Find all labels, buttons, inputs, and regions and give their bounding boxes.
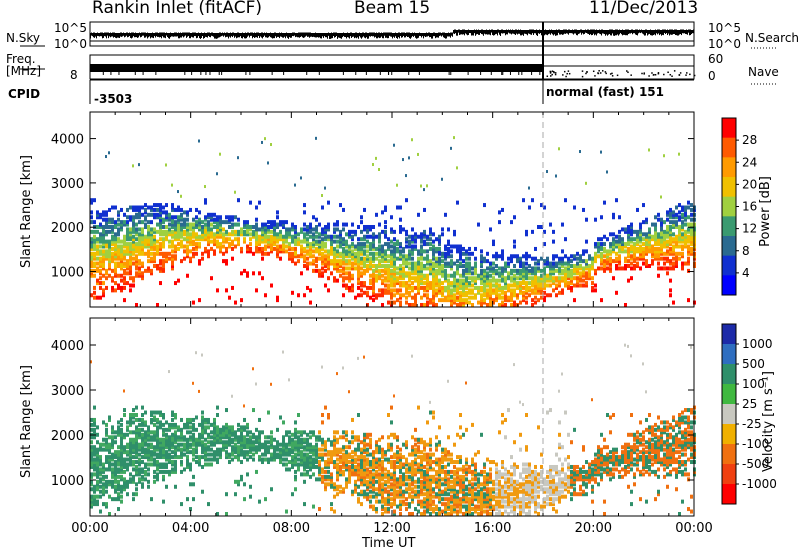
power-ytick-4000: 4000 [51,133,84,148]
freq-tick: 8 [70,68,78,82]
vel-colorbar-segment [722,384,736,405]
nsearch-tick-low: 10^0 [708,37,741,51]
power-colorbar-tick: 28 [742,133,757,147]
nsky-label: N.Sky [6,31,41,45]
vel-colorbar-segment [722,404,736,425]
vel-ytick-3000: 3000 [51,384,84,399]
vel-colorbar-segment [722,424,736,445]
vel-colorbar-tick: 25 [742,397,757,411]
power-colorbar-tick: 20 [742,177,757,191]
xtick-label: 16:00 [474,521,511,536]
vel-colorbar-tick: -1000 [742,477,777,491]
vel-colorbar-segment [722,444,736,465]
station-title: Rankin Inlet (fitACF) [92,0,263,18]
power-colorbar-segment [722,275,736,296]
cpid-label: CPID [8,87,41,101]
nsearch-label: N.Search [745,31,800,45]
power-ytick-1000: 1000 [51,266,84,281]
power-colorbar-segment [722,177,736,198]
power-colorbar-segment [722,196,736,217]
power-colorbar-tick: 12 [742,222,757,236]
xtick-label: 08:00 [273,521,310,536]
freq-unit-label: [MHz] [6,64,42,78]
power-colorbar-segment [722,118,736,139]
power-colorbar-tick: 8 [742,244,750,258]
vel-colorbar-segment [722,484,736,505]
power-colorbar-tick: 16 [742,200,757,214]
power-colorbar-segment [722,216,736,237]
power-ylabel: Slant Range [km] [18,155,34,268]
xaxis-label: Time UT [362,536,416,551]
vel-colorbar-segment [722,364,736,385]
power-colorbar-tick: 24 [742,155,757,169]
cpid-value-2: normal (fast) 151 [546,85,664,99]
vel-ytick-4000: 4000 [51,339,84,354]
vel-colorbar-frame [721,323,737,505]
xtick-label: 12:00 [373,521,410,536]
nsky-tick-low: 10^0 [54,37,87,51]
nave-label: Nave [748,65,779,79]
cpid-value-1: -3503 [94,92,133,106]
nsearch-tick-high: 10^5 [708,21,741,35]
power-colorbar-segment [722,236,736,257]
power-colorbar-label: Power [dB] [757,176,773,247]
xtick-label: 04:00 [172,521,209,536]
power-colorbar-tick: 4 [742,266,750,280]
vel-colorbar-tick: -100 [742,437,769,451]
beam-title: Beam 15 [354,0,431,18]
freq-label: Freq. [6,52,36,66]
nave-tick-high: 60 [708,52,724,66]
vel-colorbar-tick: 100 [742,377,765,391]
power-ytick-2000: 2000 [51,221,84,236]
vel-colorbar-segment [722,324,736,345]
vel-colorbar-segment [722,464,736,485]
vel-colorbar-tick: 500 [742,357,765,371]
freq-trace [90,64,543,72]
vel-ytick-2000: 2000 [51,429,84,444]
vel-ytick-1000: 1000 [51,474,84,489]
nave-tick-low: 0 [708,69,716,83]
power-colorbar-segment [722,137,736,158]
power-colorbar-segment [722,255,736,276]
power-colorbar-segment [722,157,736,178]
nsky-tick-high: 10^5 [54,21,87,35]
velocity-colorbar-label: Velocity [m s⁻¹] [760,371,776,472]
vel-colorbar-tick: -25 [742,417,762,431]
date-title: 11/Dec/2013 [589,0,699,18]
vel-colorbar-tick: -500 [742,457,769,471]
xtick-label: 20:00 [575,521,612,536]
xtick-label: 00:00 [71,521,108,536]
xtick-label: 00:00 [675,521,712,536]
power-ytick-3000: 3000 [51,177,84,192]
vel-colorbar-segment [722,344,736,365]
velocity-ylabel: Slant Range [km] [18,365,34,478]
vel-colorbar-tick: 1000 [742,337,773,351]
